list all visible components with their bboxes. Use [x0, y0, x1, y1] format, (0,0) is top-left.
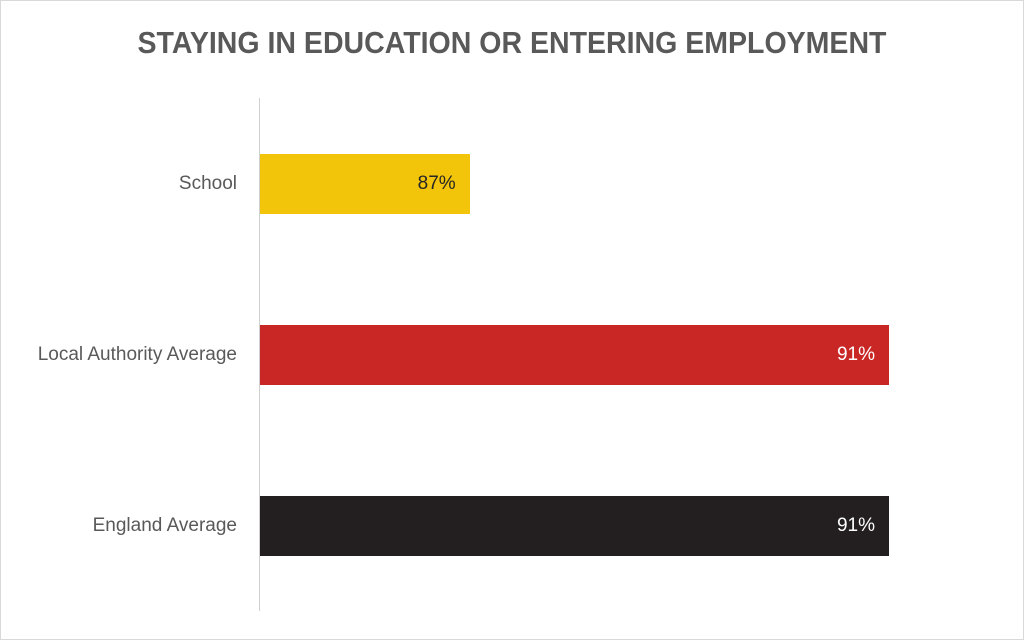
bar: 91% [260, 325, 889, 385]
data-label: 91% [836, 515, 875, 536]
category-label: England Average [92, 515, 237, 536]
category-axis-line [259, 98, 260, 611]
bar: 91% [260, 496, 889, 556]
category-label: School [178, 173, 237, 194]
chart-title: STAYING IN EDUCATION OR ENTERING EMPLOYM… [137, 25, 887, 60]
data-label: 91% [836, 344, 875, 365]
bar: 87% [260, 154, 470, 214]
category-label: Local Authority Average [37, 344, 237, 365]
data-label: 87% [417, 173, 456, 194]
